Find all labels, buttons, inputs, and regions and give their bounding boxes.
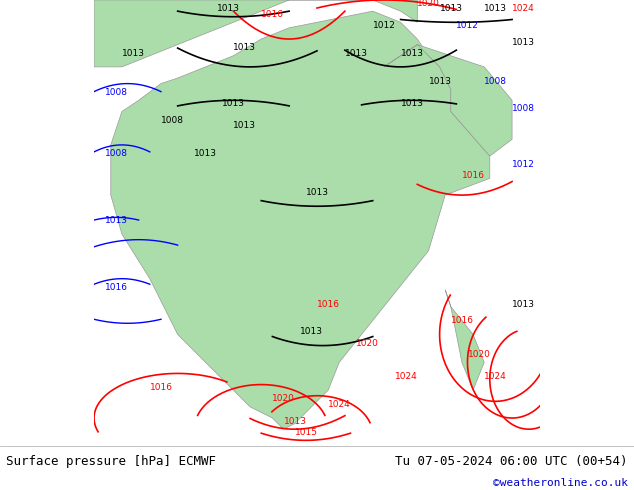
Text: 1016: 1016 — [317, 299, 340, 309]
Text: 1020: 1020 — [356, 339, 379, 347]
Text: 1008: 1008 — [512, 104, 535, 114]
Text: Surface pressure [hPa] ECMWF: Surface pressure [hPa] ECMWF — [6, 455, 216, 468]
Text: 1012: 1012 — [512, 160, 535, 169]
Text: Tu 07-05-2024 06:00 UTC (00+54): Tu 07-05-2024 06:00 UTC (00+54) — [395, 455, 628, 468]
Text: 1024: 1024 — [395, 372, 418, 381]
Text: 1020: 1020 — [273, 394, 295, 403]
Text: 1013: 1013 — [283, 416, 307, 426]
Text: 1020: 1020 — [417, 0, 440, 7]
Text: 1013: 1013 — [306, 188, 329, 197]
Text: ©weatheronline.co.uk: ©weatheronline.co.uk — [493, 478, 628, 489]
Text: 1013: 1013 — [429, 76, 451, 86]
Text: 1013: 1013 — [122, 49, 145, 58]
Text: 1015: 1015 — [295, 428, 318, 437]
Text: 1008: 1008 — [161, 116, 184, 124]
Polygon shape — [384, 45, 512, 156]
Text: 1013: 1013 — [439, 4, 463, 13]
Text: 1016: 1016 — [261, 10, 284, 19]
Text: 1016: 1016 — [150, 383, 173, 392]
Text: 1013: 1013 — [301, 327, 323, 337]
Text: 1008: 1008 — [105, 149, 128, 158]
Text: 1013: 1013 — [223, 99, 245, 108]
Text: 1013: 1013 — [512, 299, 535, 309]
Text: 1016: 1016 — [462, 172, 485, 180]
Text: 1013: 1013 — [401, 49, 424, 58]
Text: 1013: 1013 — [217, 4, 240, 13]
Text: 1013: 1013 — [105, 216, 128, 225]
Polygon shape — [111, 11, 490, 429]
Text: 1013: 1013 — [401, 99, 424, 108]
Text: 1012: 1012 — [456, 21, 479, 30]
Text: 1008: 1008 — [484, 76, 507, 86]
Text: 1012: 1012 — [373, 21, 396, 30]
Text: 1024: 1024 — [328, 400, 351, 409]
Text: 1013: 1013 — [233, 43, 256, 52]
Text: 1024: 1024 — [512, 4, 535, 13]
Text: 1013: 1013 — [195, 149, 217, 158]
Text: 1013: 1013 — [484, 4, 507, 13]
Polygon shape — [445, 290, 484, 390]
Polygon shape — [94, 0, 417, 67]
Text: 1016: 1016 — [105, 283, 128, 292]
Text: 1020: 1020 — [467, 350, 490, 359]
Text: 1008: 1008 — [105, 88, 128, 97]
Text: 1013: 1013 — [512, 38, 535, 47]
Text: 1016: 1016 — [451, 316, 474, 325]
Text: 1013: 1013 — [233, 121, 256, 130]
Text: 1024: 1024 — [484, 372, 507, 381]
Text: 1013: 1013 — [345, 49, 368, 58]
